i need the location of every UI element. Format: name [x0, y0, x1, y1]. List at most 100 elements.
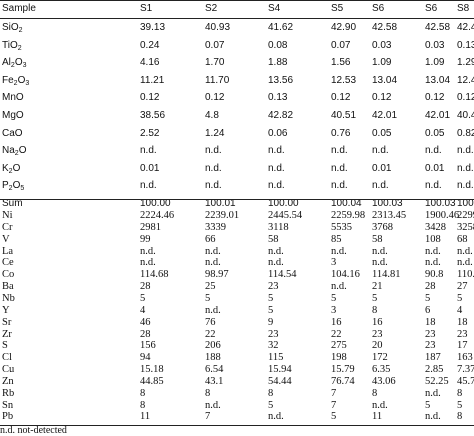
table-cell: 16 [372, 316, 383, 328]
table-cell: 0.07 [205, 39, 225, 51]
table-cell: n.d. [457, 180, 474, 192]
row-label: Ni [2, 210, 13, 221]
table-cell: 94 [140, 352, 151, 364]
table-cell: n.d. [205, 304, 221, 316]
table-cell: 115 [268, 352, 284, 364]
table-cell: n.d. [372, 257, 388, 269]
table-cell: 46 [140, 316, 151, 328]
table-cell: n.d. [205, 257, 221, 269]
table-cell: 8 [372, 387, 378, 399]
table-cell: 2445.54 [268, 210, 303, 221]
table-cell: S2 [205, 3, 218, 14]
row-label: Y [2, 304, 10, 316]
table-cell: 58 [372, 233, 383, 245]
table-cell: n.d. [331, 162, 348, 174]
table-cell: n.d. [457, 245, 473, 257]
table-cell: 38.56 [140, 110, 166, 121]
table-cell: 3339 [205, 221, 226, 233]
table-cell: 17 [457, 340, 468, 352]
table-cell: 114.81 [372, 269, 401, 281]
header-sample-label: Sample [2, 3, 36, 14]
table-cell: 0.13 [268, 92, 288, 104]
table-footnote: n.d. not-detected [0, 425, 67, 436]
table-cell: n.d. [268, 145, 285, 157]
table-cell: 5535 [331, 221, 352, 233]
table-cell: 5 [331, 411, 337, 423]
table-cell: 44.85 [140, 375, 164, 387]
table-cell: 0.82 [457, 127, 474, 139]
table-cell: n.d. [268, 411, 284, 423]
section-divider-rule [0, 199, 474, 200]
table-cell: 40.93 [205, 22, 231, 33]
table-cell: 4.8 [205, 110, 219, 121]
table-cell: 0.76 [331, 127, 351, 139]
table-cell: n.d. [205, 145, 222, 157]
row-label: Zr [2, 328, 12, 340]
row-label: Al2O3 [2, 57, 27, 70]
table-cell: 98.97 [205, 269, 229, 281]
table-cell: n.d. [140, 257, 156, 269]
table-cell: 6 [425, 304, 431, 316]
table-cell: 66 [205, 233, 216, 245]
table-cell: 0.12 [425, 92, 445, 104]
table-cell: 85 [331, 233, 342, 245]
table-cell: n.d. [331, 281, 347, 293]
table-cell: 41.62 [268, 22, 294, 33]
table-cell: 21 [372, 281, 383, 293]
table-cell: 42.01 [372, 110, 398, 121]
table-cell: 110.28 [457, 269, 474, 281]
table-cell: 100.04 [331, 198, 362, 209]
table-cell: 8 [140, 399, 146, 411]
table-cell: 6.54 [205, 364, 224, 376]
table-cell: 5 [268, 292, 274, 304]
table-cell: n.d. [372, 145, 389, 157]
table-bottom-rule [0, 425, 474, 426]
table-cell: 42.90 [331, 22, 357, 33]
table-cell: 3 [331, 304, 337, 316]
table-cell: 8 [268, 387, 274, 399]
table-cell: 22 [205, 328, 216, 340]
table-cell: n.d. [205, 245, 221, 257]
table-cell: 43.06 [372, 375, 396, 387]
table-cell: 3258 [457, 221, 474, 233]
table-cell: 0.24 [140, 39, 160, 51]
table-cell: 99 [140, 233, 151, 245]
table-cell: 40.51 [331, 110, 357, 121]
table-cell: 0.12 [372, 92, 392, 104]
row-label: Sr [2, 316, 12, 328]
header-bottom-rule [0, 18, 474, 19]
table-cell: n.d. [425, 387, 441, 399]
table-cell: n.d. [140, 180, 157, 192]
table-cell: 68 [457, 233, 468, 245]
table-cell: 187 [425, 352, 441, 364]
table-cell: 76.74 [331, 375, 355, 387]
table-cell: 114.68 [140, 269, 169, 281]
table-cell: 7 [331, 387, 337, 399]
table-cell: 18 [457, 316, 468, 328]
table-cell: 9 [268, 316, 274, 328]
row-label: Cu [2, 364, 15, 376]
table-cell: 40.40 [457, 110, 474, 121]
table-cell: S8 [457, 3, 470, 14]
table-cell: 43.1 [205, 375, 224, 387]
table-cell: n.d. [425, 245, 441, 257]
table-cell: 11 [140, 411, 151, 423]
table-cell: 42.48 [457, 22, 474, 33]
table-cell: n.d. [331, 180, 348, 192]
table-cell: n.d. [457, 162, 474, 174]
table-cell: S6 [425, 3, 438, 14]
row-label: Sn [2, 399, 14, 411]
table-cell: 163 [457, 352, 473, 364]
table-cell: 0.03 [372, 39, 392, 51]
table-cell: 8 [457, 411, 463, 423]
table-cell: 42.82 [268, 110, 294, 121]
row-label: Ba [2, 281, 14, 293]
table-cell: 42.58 [372, 22, 398, 33]
table-cell: n.d. [331, 245, 347, 257]
table-cell: 2981 [140, 221, 161, 233]
table-cell: n.d. [268, 257, 284, 269]
table-cell: 206 [205, 340, 221, 352]
table-cell: 18 [425, 316, 436, 328]
table-cell: n.d. [140, 245, 156, 257]
row-label: Co [2, 269, 15, 281]
